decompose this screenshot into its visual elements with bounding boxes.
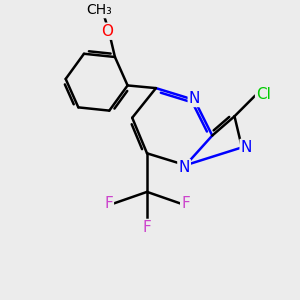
Text: Cl: Cl (256, 86, 271, 101)
Text: O: O (101, 24, 113, 39)
Text: N: N (189, 91, 200, 106)
Text: N: N (178, 160, 190, 175)
Text: CH₃: CH₃ (87, 3, 112, 17)
Text: F: F (181, 196, 190, 211)
Text: F: F (143, 220, 152, 235)
Text: N: N (241, 140, 252, 155)
Text: F: F (104, 196, 113, 211)
